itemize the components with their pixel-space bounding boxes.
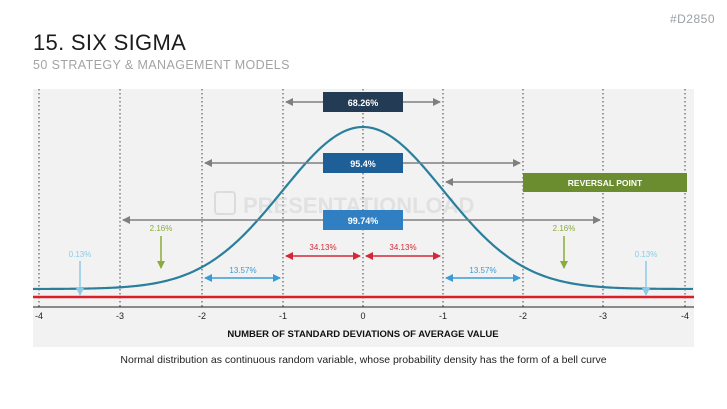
range-3sigma-box <box>323 210 403 230</box>
tick-label: 0 <box>360 311 365 321</box>
segment-tail-right-label: 0.13% <box>635 250 658 259</box>
tick-labels: -4 -3 -2 -1 0 -1 -2 -3 -4 <box>35 311 689 321</box>
range-2sigma-box <box>323 153 403 173</box>
reversal-point-label: REVERSAL POINT <box>568 178 643 188</box>
tick-label: -2 <box>519 311 527 321</box>
segment-tail-left-label: 0.13% <box>69 250 92 259</box>
six-sigma-diagram: PRESENTATIONLOAD 68.26% 95.4% 99.74% REV… <box>33 89 694 347</box>
tick-label: -2 <box>198 311 206 321</box>
bell-curve-chart: PRESENTATIONLOAD 68.26% 95.4% 99.74% REV… <box>33 89 694 340</box>
segment-mid-left-label: 13.57% <box>229 266 256 275</box>
segment-inner-right-label: 34.13% <box>389 243 416 252</box>
reversal-point-box <box>523 173 687 192</box>
tick-label: -3 <box>599 311 607 321</box>
range-2sigma-label: 95.4% <box>350 159 376 169</box>
x-axis-title: NUMBER OF STANDARD DEVIATIONS OF AVERAGE… <box>227 329 498 340</box>
tick-label: -1 <box>279 311 287 321</box>
range-1sigma-box <box>323 92 403 112</box>
bell-curve <box>33 125 693 291</box>
segment-inner-left-label: 34.13% <box>309 243 336 252</box>
caption: Normal distribution as continuous random… <box>120 354 607 366</box>
page-subtitle: 50 STRATEGY & MANAGEMENT MODELS <box>33 58 290 72</box>
segment-outer-right-label: 2.16% <box>553 224 576 233</box>
segment-mid-right-label: 13.57% <box>469 266 496 275</box>
range-1sigma-label: 68.26% <box>348 98 379 108</box>
page-title: 15. SIX SIGMA <box>33 30 187 55</box>
tick-label: -4 <box>681 311 689 321</box>
slide-id: #D2850 <box>669 12 715 26</box>
tick-label: -3 <box>116 311 124 321</box>
segment-outer-left-label: 2.16% <box>150 224 173 233</box>
gridlines <box>38 89 686 307</box>
range-3sigma-label: 99.74% <box>348 216 379 226</box>
tick-label: -1 <box>439 311 447 321</box>
tick-label: -4 <box>35 311 43 321</box>
